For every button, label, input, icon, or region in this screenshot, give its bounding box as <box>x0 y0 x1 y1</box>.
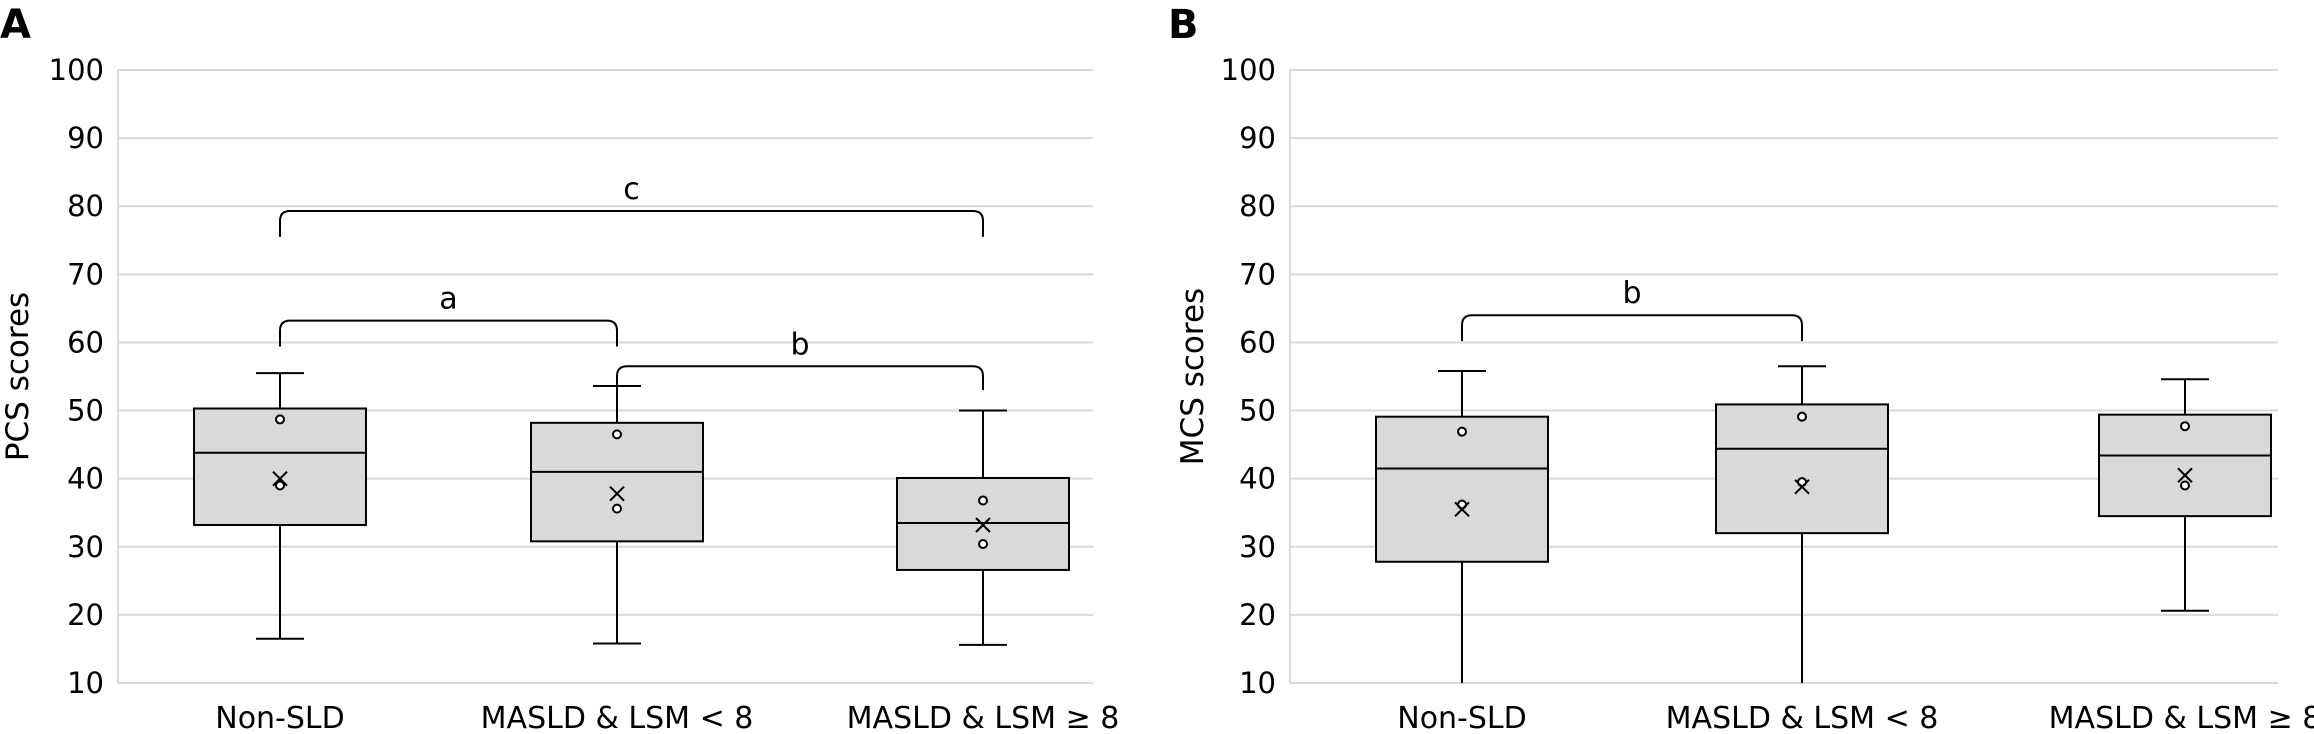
y-tick-label: 90 <box>1239 121 1276 155</box>
significance-label: a <box>439 282 457 317</box>
mean-marker <box>1454 501 1470 518</box>
y-tick-label: 50 <box>67 394 104 428</box>
x-category-label: Non-SLD <box>215 701 345 734</box>
y-tick-label: 50 <box>1239 394 1276 428</box>
mean-marker-stroke <box>975 517 991 533</box>
x-category-label: MASLD & LSM < 8 <box>1666 701 1939 734</box>
significance-bracket <box>1461 314 1803 342</box>
box-2 <box>1715 365 1889 683</box>
y-tick-label: 40 <box>1239 462 1276 496</box>
y-axis-label: PCS scores <box>0 292 36 461</box>
mean-marker-stroke <box>1454 501 1470 518</box>
mean-marker <box>975 517 991 533</box>
significance-label: c <box>623 172 640 207</box>
iqr-box <box>530 421 704 543</box>
mean-marker-stroke <box>272 470 288 487</box>
chart-panel-b: B 10 20 30 40 50 60 70 80 90 100 MCS scores Non-SLD M… <box>1168 2 2314 734</box>
y-tick-label: 90 <box>67 121 104 155</box>
mean-marker-stroke <box>2177 467 2193 483</box>
x-category-label: MASLD & LSM < 8 <box>481 701 754 734</box>
y-tick-label: 80 <box>1239 189 1276 223</box>
outlier-point <box>2180 480 2190 491</box>
y-tick-label: 40 <box>67 462 104 496</box>
outlier-point <box>2180 421 2190 432</box>
outlier-point <box>1457 426 1467 437</box>
iqr-box <box>1715 403 1889 535</box>
y-tick-label: 10 <box>67 666 104 700</box>
iqr-box <box>1375 415 1549 563</box>
x-category-label: MASLD & LSM ≥ 8 <box>847 701 1120 734</box>
y-tick-label: 60 <box>1239 325 1276 359</box>
iqr-box <box>2098 413 2272 518</box>
panel-label: B <box>1168 2 1199 48</box>
panel-label: A <box>0 2 31 48</box>
y-tick-label: 100 <box>1221 53 1276 87</box>
y-axis-label: MCS scores <box>1175 288 1211 465</box>
y-tick-label: 60 <box>67 325 104 359</box>
mean-marker <box>1794 479 1810 495</box>
box-1 <box>193 372 367 640</box>
chart-panel-a: A 10 20 30 40 50 60 70 80 90 100 PCS scores Non-SLD M… <box>0 2 1119 734</box>
outlier-point <box>978 539 988 550</box>
iqr-box <box>193 407 367 526</box>
mean-marker-stroke <box>609 485 625 502</box>
mean-marker <box>609 485 625 502</box>
y-tick-label: 20 <box>1239 598 1276 632</box>
box-3 <box>2098 378 2272 612</box>
significance-bracket <box>616 365 984 391</box>
mean-marker-stroke <box>1794 479 1810 495</box>
x-category-label: MASLD & LSM ≥ 8 <box>2049 701 2314 734</box>
significance-bracket <box>279 319 618 347</box>
outlier-point <box>275 480 285 491</box>
x-category-label: Non-SLD <box>1397 701 1527 734</box>
y-tick-label: 30 <box>1239 530 1276 564</box>
significance-bracket <box>279 209 984 237</box>
box-3 <box>896 409 1070 646</box>
outlier-point <box>978 495 988 506</box>
outlier-point <box>1797 411 1807 422</box>
box-2 <box>530 385 704 645</box>
outlier-point <box>275 414 285 425</box>
significance-label: b <box>790 327 809 362</box>
y-tick-label: 30 <box>67 530 104 564</box>
y-tick-label: 20 <box>67 598 104 632</box>
outlier-point <box>612 429 622 440</box>
outlier-point <box>612 503 622 514</box>
mean-marker <box>272 470 288 487</box>
y-tick-label: 70 <box>67 257 104 291</box>
y-tick-label: 10 <box>1239 666 1276 700</box>
mean-marker <box>2177 467 2193 483</box>
y-tick-label: 70 <box>1239 257 1276 291</box>
y-tick-label: 80 <box>67 189 104 223</box>
significance-label: b <box>1622 276 1641 311</box>
box-1 <box>1375 370 1549 683</box>
y-tick-label: 100 <box>49 53 104 87</box>
